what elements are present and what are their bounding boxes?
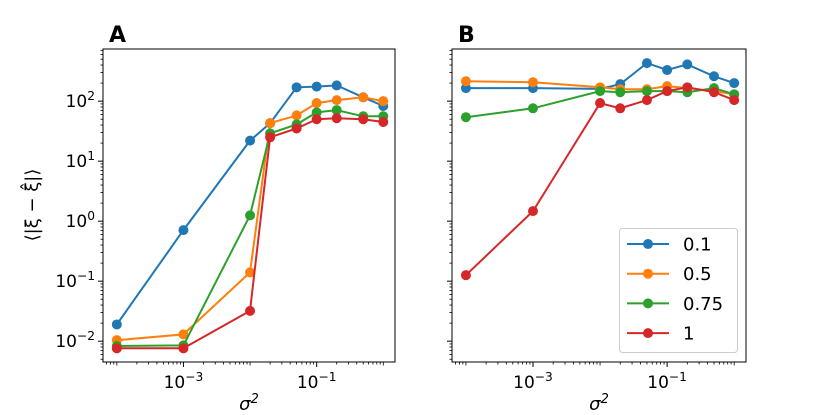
- axes-frame: [102, 48, 396, 363]
- data-point-0.5: [265, 118, 276, 129]
- x-axis-label: σ2: [589, 392, 609, 415]
- data-point-1: [682, 82, 693, 93]
- legend-marker-1: [643, 328, 653, 339]
- panel-b: 10−3 10−1 σ2 B: [447, 23, 747, 415]
- data-point-1: [265, 132, 276, 143]
- data-point-0.5: [527, 77, 538, 88]
- data-point-0.75: [460, 112, 471, 123]
- data-point-1: [615, 103, 626, 114]
- legend-label-0.5: 0.5: [683, 264, 712, 285]
- data-point-0.5: [245, 267, 256, 278]
- data-point-0.75: [245, 210, 256, 221]
- legend-marker-0.1: [643, 239, 653, 249]
- data-point-0.1: [178, 225, 189, 236]
- legend-label-0.75: 0.75: [683, 294, 723, 315]
- panel-a: 10−2 10−1 100 101 102 10−3 10−1 σ2 A: [55, 23, 396, 415]
- data-point-0.5: [331, 95, 342, 106]
- data-point-1: [527, 206, 538, 217]
- data-point-0.1: [662, 65, 673, 76]
- data-point-1: [311, 114, 322, 125]
- data-point-1: [460, 270, 471, 281]
- axes-frame: [451, 48, 747, 363]
- y-tick-label: 101: [66, 149, 95, 172]
- data-point-0.75: [595, 86, 606, 97]
- data-point-0.5: [460, 76, 471, 87]
- data-point-0.75: [527, 103, 538, 114]
- x-tick-label: 10−1: [297, 370, 337, 393]
- legend-label-1: 1: [683, 324, 694, 345]
- y-tick-label: 10−2: [55, 329, 95, 352]
- data-point-0.5: [311, 98, 322, 109]
- x-tick-label: 10−3: [513, 370, 553, 393]
- y-tick-label: 100: [66, 209, 95, 232]
- x-axis-label: σ2: [239, 392, 259, 415]
- data-point-0.75: [615, 87, 626, 98]
- data-point-0.75: [331, 105, 342, 116]
- series-line-0.1: [115, 84, 384, 326]
- x-tick-label: 10−1: [647, 370, 687, 393]
- data-point-1: [662, 86, 673, 97]
- data-point-1: [178, 343, 189, 354]
- x-tick-label: 10−3: [164, 370, 204, 393]
- panel-label: A: [109, 23, 126, 48]
- y-tick-label: 10−1: [55, 269, 95, 292]
- data-point-1: [331, 113, 342, 124]
- legend-label-0.1: 0.1: [683, 235, 712, 256]
- data-point-0.1: [111, 319, 122, 330]
- data-point-0.1: [460, 83, 471, 94]
- legend-box: [619, 228, 738, 353]
- data-point-1: [245, 305, 256, 316]
- data-point-1: [729, 95, 740, 106]
- data-point-0.1: [709, 71, 720, 82]
- data-point-0.1: [641, 58, 652, 69]
- legend-marker-0.5: [643, 268, 653, 279]
- data-point-0.5: [358, 92, 369, 103]
- data-point-1: [358, 114, 369, 125]
- data-point-1: [641, 95, 652, 106]
- data-point-0.75: [641, 86, 652, 97]
- data-point-0.1: [245, 135, 256, 146]
- y-tick-label: 102: [66, 89, 95, 112]
- data-point-1: [595, 98, 606, 109]
- data-point-0.1: [291, 82, 302, 93]
- data-point-0.5: [378, 96, 389, 107]
- data-point-0.75: [311, 107, 322, 118]
- data-point-1: [709, 87, 720, 98]
- data-point-1: [378, 116, 389, 127]
- panel-label: B: [458, 23, 475, 48]
- data-point-0.5: [178, 329, 189, 340]
- data-point-0.5: [291, 110, 302, 121]
- data-point-0.1: [729, 78, 740, 89]
- legend-marker-0.75: [643, 298, 653, 309]
- data-point-0.1: [331, 80, 342, 91]
- data-point-0.1: [311, 81, 322, 92]
- data-point-1: [111, 343, 122, 354]
- legend: 0.1 0.5 0.75 1: [619, 228, 738, 353]
- data-point-0.1: [682, 59, 693, 70]
- data-point-1: [291, 123, 302, 134]
- y-axis-label: ⟨|ξ − ξ̂|⟩: [20, 169, 43, 242]
